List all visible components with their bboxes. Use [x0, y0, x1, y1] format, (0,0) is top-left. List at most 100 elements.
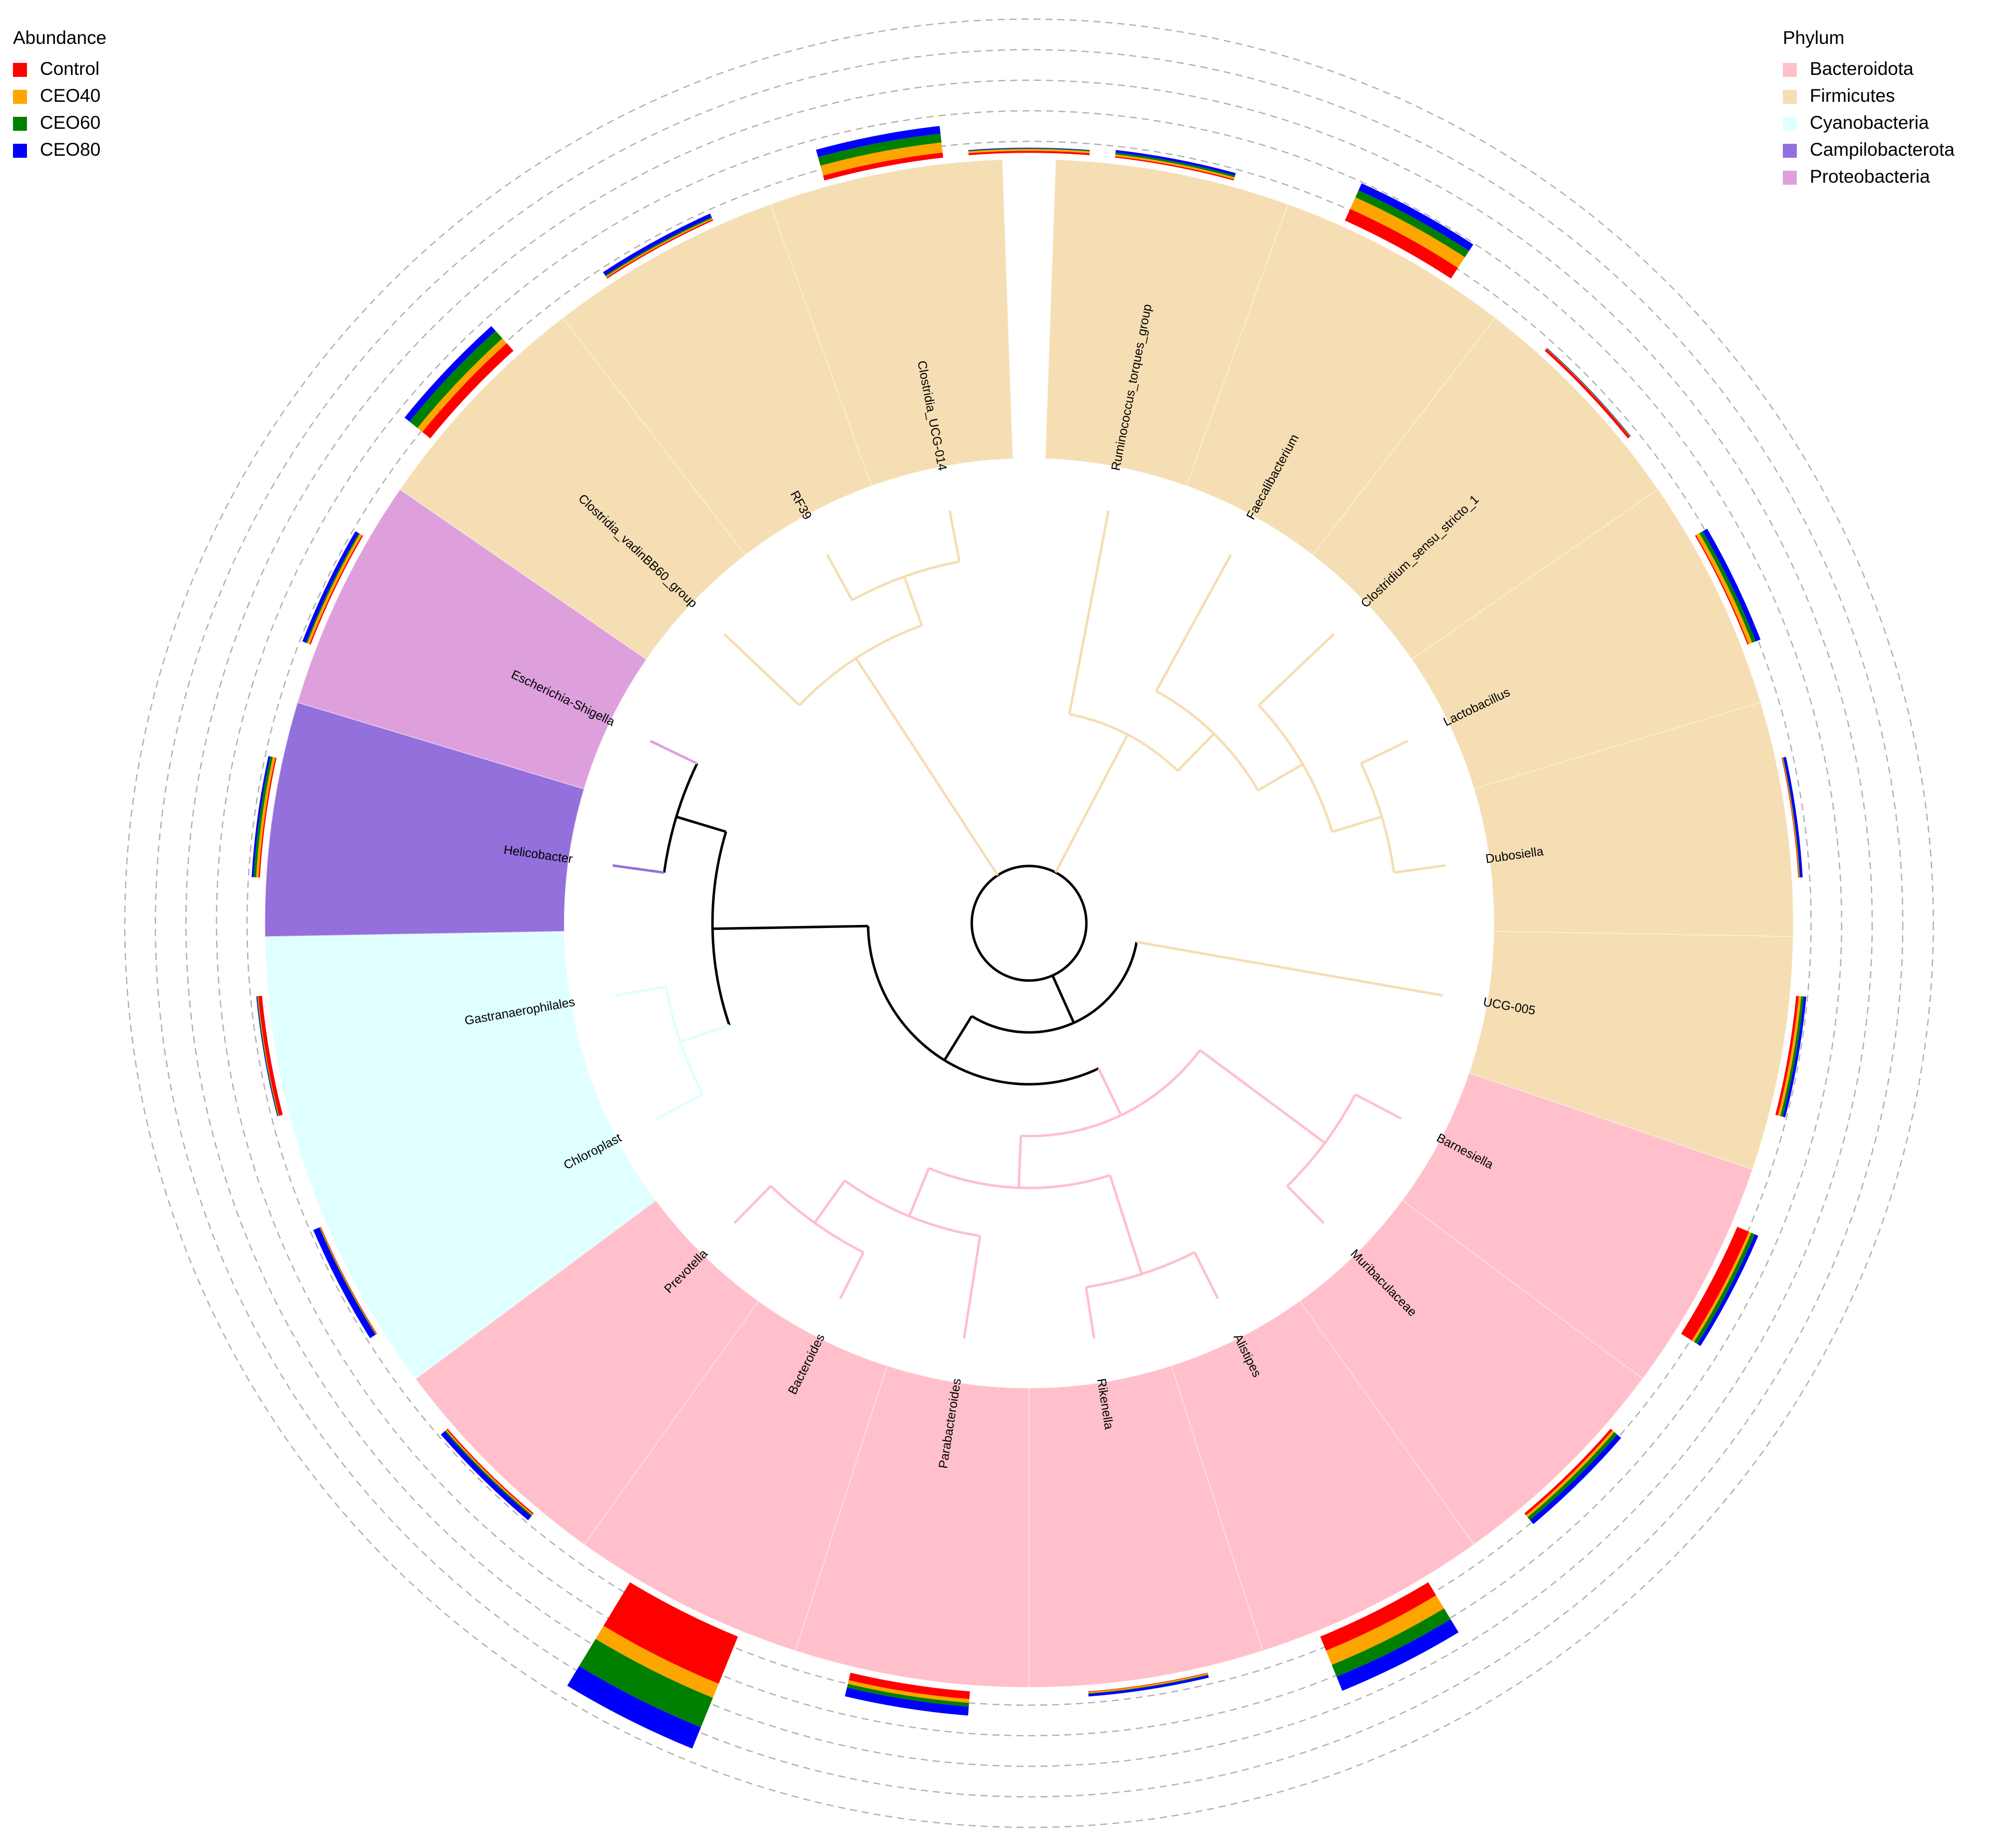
legend-swatch: [13, 63, 27, 77]
tree-arc: [1258, 704, 1333, 832]
tree-arc: [665, 986, 704, 1095]
abundance-bar: [1691, 1232, 1751, 1342]
tree-branch: [839, 1251, 865, 1299]
legend-swatch: [1783, 117, 1797, 131]
phylum-sector: [795, 1365, 1030, 1688]
abundance-bar: [605, 217, 712, 277]
abundance-bar: [1336, 1619, 1459, 1691]
phylum-sector: [1312, 317, 1659, 660]
phylum-sector: [415, 1200, 759, 1545]
abundance-bar: [252, 756, 271, 878]
abundance-bar: [422, 343, 514, 439]
legend-swatch: [13, 90, 27, 104]
bars: [252, 126, 1807, 1749]
phylum-sector: [264, 701, 585, 937]
abundance-bar: [302, 531, 359, 643]
abundance-bar: [823, 152, 944, 181]
abundance-bar: [968, 149, 1090, 154]
phylum-sector: [1170, 1300, 1475, 1652]
tree-branch: [1360, 740, 1408, 765]
tree-arc: [798, 624, 923, 706]
tree-branch: [676, 815, 726, 833]
abundance-bar: [968, 147, 1090, 151]
abundance-bar: [307, 534, 362, 644]
tree-branch: [1199, 1049, 1326, 1144]
tree-branch: [1017, 1136, 1022, 1188]
tree-arc: [1155, 690, 1259, 791]
tree-branch: [1393, 864, 1446, 874]
tree-arc: [844, 1180, 981, 1237]
abundance-bar: [845, 1687, 969, 1716]
abundance-bar: [1115, 156, 1234, 181]
abundance-bar: [1088, 1673, 1208, 1694]
abundance-bar: [1780, 996, 1804, 1117]
tree-branch: [1193, 1251, 1219, 1299]
abundance-bar: [606, 218, 713, 278]
abundance-bar: [258, 995, 283, 1116]
abundance-bar: [596, 1625, 719, 1698]
legend-label: Bacteroidota: [1810, 58, 1914, 79]
legend-label: Campilobacterota: [1810, 139, 1955, 160]
abundance-bar: [409, 330, 503, 428]
abundance-bar: [848, 1680, 970, 1703]
tree-branch: [615, 985, 666, 997]
tree-branch: [679, 1024, 730, 1043]
legend-title: Abundance: [13, 27, 106, 48]
tree-branch: [650, 740, 698, 765]
tree-branch: [943, 1015, 973, 1061]
tree-arc: [1286, 1094, 1356, 1187]
legend-label: Firmicutes: [1810, 85, 1895, 106]
abundance-bar: [256, 757, 276, 878]
abundance-bar: [1326, 1595, 1444, 1665]
tree-branch: [1068, 510, 1110, 715]
tree-arc: [1359, 763, 1395, 873]
tree-arc: [711, 831, 731, 1026]
abundance-bar: [968, 151, 1090, 155]
abundance-bar: [259, 757, 277, 878]
abundance-bar: [1695, 535, 1749, 645]
abundance-bar: [1778, 996, 1801, 1116]
legends: Abundance Phylum Control CEO40 CEO60 CEO80 B…: [13, 27, 1955, 187]
tree-branch: [733, 1185, 772, 1224]
legend-label: CEO80: [40, 139, 100, 160]
tree-root: [970, 865, 1088, 982]
tree-arc: [1069, 713, 1179, 772]
tree-arc: [851, 560, 960, 602]
abundance-bar: [1115, 152, 1235, 178]
guide-circle: [216, 110, 1843, 1737]
tree-arc: [770, 1185, 864, 1254]
tree-branch: [656, 1093, 703, 1120]
tree-branch: [855, 657, 999, 876]
abundance-bar: [1115, 154, 1235, 180]
abundance-bar: [820, 142, 943, 176]
tree-branch: [1136, 940, 1443, 997]
tree-branch: [1155, 554, 1232, 692]
tree-arc: [867, 926, 1099, 1086]
legend-swatch: [13, 117, 27, 131]
tree-branch: [1054, 734, 1129, 873]
phylum-sector: [562, 204, 873, 556]
abundance-bar: [818, 133, 942, 166]
abundance-bar: [606, 219, 713, 279]
abundance-bar: [253, 756, 273, 878]
grid: [124, 18, 1934, 1828]
phylum-sector: [1299, 1200, 1644, 1545]
abundance-bar: [1694, 1232, 1755, 1344]
phylum-sector: [399, 317, 746, 660]
tree-arc: [1020, 1049, 1201, 1138]
abundance-bar: [579, 1639, 713, 1728]
abundance-bar: [1344, 209, 1458, 279]
tree-branch: [613, 864, 665, 874]
abundance-bar: [968, 148, 1090, 152]
guide-circle: [185, 79, 1873, 1767]
abundance-bar: [1350, 197, 1465, 268]
tree-branch: [1258, 633, 1335, 706]
abundance-bar: [313, 1227, 375, 1338]
tree-arc: [971, 941, 1138, 1034]
phylum-sector: [1468, 930, 1794, 1171]
abundance-bar: [1320, 1582, 1436, 1651]
guide-circle: [124, 18, 1934, 1828]
abundance-bar: [1775, 995, 1799, 1116]
tree-branch: [826, 554, 854, 601]
